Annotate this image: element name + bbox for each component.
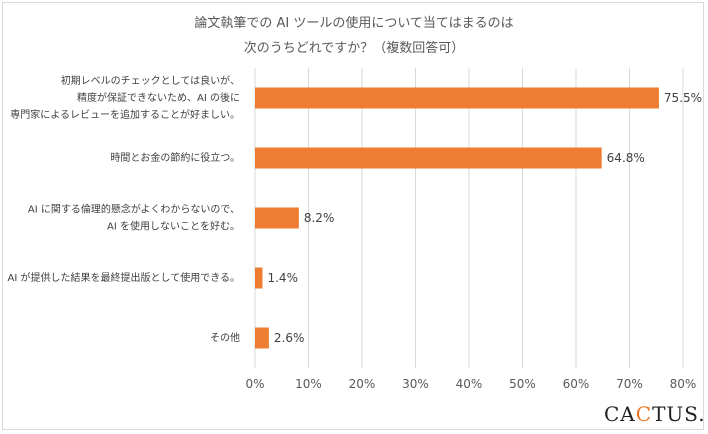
x-tick-label: 50%	[509, 377, 536, 391]
category-label: その他	[210, 331, 240, 344]
x-tick-label: 0%	[245, 377, 264, 391]
x-tick-label: 80%	[670, 377, 697, 391]
chart-frame	[2, 2, 704, 430]
bar	[255, 267, 263, 289]
data-label: 75.5%	[664, 91, 702, 105]
category-label: AI が提供した結果を最終提出版として使用できる。	[8, 271, 240, 284]
x-tick-label: 10%	[295, 377, 322, 391]
data-label: 2.6%	[274, 331, 305, 345]
x-tick-label: 30%	[402, 377, 429, 391]
bar	[255, 327, 269, 349]
cactus-logo: CACTUS.	[604, 402, 706, 426]
category-label: 専門家によるレビューを追加することが好ましい。	[10, 108, 240, 121]
category-label: AI に関する倫理的懸念がよくわからないので、	[28, 203, 240, 216]
category-label: 精度が保証できないため、AI の後に	[77, 91, 240, 104]
data-label: 64.8%	[607, 151, 645, 165]
bar	[255, 207, 299, 229]
chart-title-line-1: 論文執筆での AI ツールの使用について当てはまるのは	[194, 16, 514, 31]
category-label: AI を使用しないことを好む。	[107, 220, 240, 233]
x-tick-label: 20%	[349, 377, 376, 391]
bar	[255, 147, 602, 169]
category-label: 初期レベルのチェックとしては良いが、	[61, 74, 240, 87]
x-tick-label: 60%	[563, 377, 590, 391]
category-label: 時間とお金の節約に役立つ。	[110, 151, 240, 164]
x-tick-label: 70%	[616, 377, 643, 391]
x-tick-label: 40%	[456, 377, 483, 391]
bar	[255, 87, 659, 109]
chart-title-line-2: 次のうちどれですか？（複数回答可）	[243, 41, 465, 56]
data-label: 8.2%	[304, 211, 335, 225]
data-label: 1.4%	[267, 271, 298, 285]
